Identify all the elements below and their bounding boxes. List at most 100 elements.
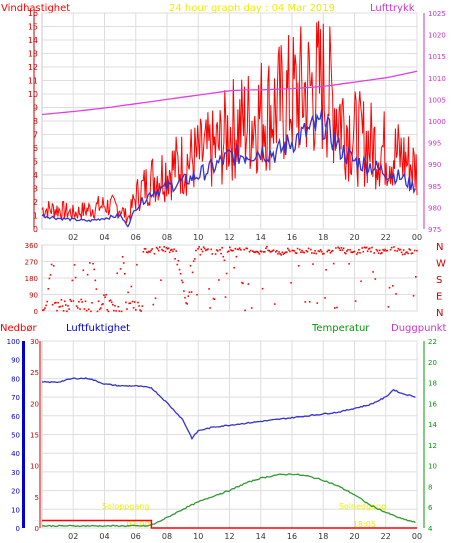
x-tick-label: 06: [131, 532, 141, 541]
y-left-tick-label: 14: [28, 36, 38, 45]
direction-point: [55, 301, 57, 304]
y-humidity-tick-label: 100: [7, 338, 20, 346]
y-right-tick-label: 1015: [428, 53, 446, 61]
direction-point: [84, 300, 87, 303]
x-tick-label: 14: [256, 532, 266, 541]
direction-point: [350, 251, 352, 253]
direction-point: [243, 248, 245, 251]
direction-point: [90, 310, 92, 313]
direction-point: [318, 250, 321, 253]
direction-point: [367, 248, 370, 250]
dewpoint-label: Duggpunkt: [391, 323, 447, 334]
y-left-tick-label: 10: [28, 90, 38, 99]
y-temp-tick-label: 4: [428, 525, 433, 533]
direction-point: [376, 250, 379, 252]
direction-point: [110, 301, 113, 304]
y-left-tick-label: 4: [33, 171, 38, 180]
direction-point: [370, 250, 372, 253]
direction-point: [135, 309, 137, 311]
direction-point: [252, 250, 254, 252]
y-temp-tick-label: 22: [428, 338, 437, 346]
y-right-tick-label: 1005: [428, 96, 446, 104]
direction-point: [154, 297, 157, 299]
direction-point: [266, 245, 268, 248]
direction-point: [329, 252, 332, 254]
y-temp-tick-label: 18: [428, 380, 437, 388]
humidity-temperature-panel: 0102030405060708090100051015202530468101…: [7, 338, 438, 541]
direction-point: [340, 247, 343, 249]
direction-point: [56, 309, 58, 312]
direction-point: [174, 258, 176, 260]
direction-point: [260, 250, 263, 253]
direction-point: [267, 249, 269, 252]
direction-point: [155, 246, 158, 249]
direction-point: [120, 310, 123, 313]
direction-point: [95, 288, 98, 290]
direction-point: [304, 301, 307, 303]
y-tick-label: 360: [25, 242, 38, 250]
direction-point: [401, 253, 404, 256]
compass-label: W: [436, 259, 446, 270]
direction-point: [49, 274, 52, 276]
y-right-tick-label: 1020: [428, 32, 446, 40]
sunset-label: Solnedgang: [339, 502, 386, 511]
direction-point: [87, 308, 90, 311]
wind-pressure-panel: 0123456789101112131415169759809859909951…: [28, 9, 446, 242]
direction-point: [253, 251, 255, 253]
direction-point: [148, 250, 150, 253]
direction-point: [354, 300, 357, 302]
direction-point: [119, 268, 122, 270]
y-tick-label: 180: [25, 275, 38, 283]
direction-point: [234, 247, 237, 250]
x-tick-label: 18: [318, 233, 328, 242]
direction-point: [400, 251, 403, 254]
direction-point: [198, 246, 200, 248]
direction-point: [195, 249, 197, 252]
direction-point: [175, 250, 177, 252]
direction-point: [302, 251, 304, 253]
direction-point: [358, 249, 360, 251]
direction-point: [386, 249, 389, 252]
direction-point: [345, 252, 347, 255]
direction-point: [86, 273, 89, 276]
direction-point: [103, 294, 105, 296]
direction-point: [361, 247, 363, 249]
direction-point: [143, 248, 146, 250]
series-vindhastighet-middel: [41, 109, 416, 228]
direction-point: [277, 253, 279, 255]
direction-point: [415, 276, 417, 278]
direction-point: [79, 308, 81, 310]
direction-point: [258, 253, 261, 255]
direction-point: [225, 272, 228, 275]
direction-point: [163, 246, 165, 248]
direction-point: [127, 291, 129, 294]
direction-point: [210, 248, 212, 251]
direction-point: [388, 286, 391, 289]
direction-point: [60, 299, 63, 301]
direction-point: [47, 288, 50, 290]
direction-point: [323, 252, 325, 255]
direction-point: [300, 251, 302, 253]
direction-point: [249, 249, 252, 252]
direction-point: [238, 247, 241, 249]
direction-point: [231, 249, 233, 252]
direction-point: [104, 296, 106, 298]
direction-point: [129, 302, 132, 305]
x-tick-label: 08: [162, 233, 172, 242]
direction-point: [375, 248, 378, 251]
direction-point: [118, 310, 121, 312]
y-left-tick-label: 6: [33, 144, 38, 153]
direction-point: [156, 248, 159, 250]
direction-point: [301, 249, 303, 252]
direction-point: [288, 249, 290, 251]
direction-point: [139, 309, 141, 311]
direction-point: [63, 300, 66, 303]
y-left-tick-label: 16: [28, 9, 38, 18]
direction-point: [269, 251, 272, 253]
direction-point: [322, 253, 324, 255]
y-humidity-tick-label: 50: [11, 432, 20, 440]
y-precip-tick-label: 30: [30, 338, 39, 346]
y-humidity-tick-label: 70: [11, 394, 20, 402]
direction-point: [203, 247, 206, 250]
